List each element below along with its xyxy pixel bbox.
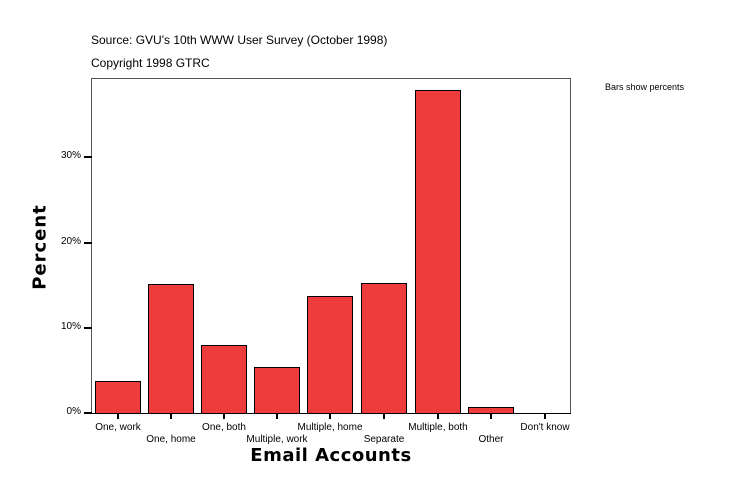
bar: [95, 381, 141, 414]
x-tick: [437, 413, 439, 419]
bar: [307, 296, 353, 414]
x-tick-label: One, both: [202, 422, 246, 433]
x-tick: [223, 413, 225, 419]
x-tick-label: Multiple, work: [246, 434, 308, 445]
y-tick-10: [84, 327, 92, 329]
chart-copyright-text: Copyright 1998 GTRC: [91, 56, 210, 70]
y-tick-label: 30%: [60, 150, 81, 161]
y-tick-label: 20%: [60, 236, 81, 247]
x-tick-label: Separate: [363, 434, 405, 445]
x-axis-title: Email Accounts: [250, 445, 412, 466]
bar: [361, 283, 407, 414]
x-tick-label: One, work: [95, 422, 141, 433]
y-tick-label: 10%: [60, 321, 81, 332]
x-tick-label: One, home: [146, 434, 196, 445]
y-tick-30: [84, 156, 92, 158]
x-tick-label: Other: [478, 434, 504, 445]
y-axis-title: Percent: [29, 204, 51, 290]
x-tick: [117, 413, 119, 419]
bar: [254, 367, 300, 414]
chart-annotation: Bars show percents: [605, 82, 685, 92]
bar: [415, 90, 461, 414]
y-tick-0: [84, 412, 92, 414]
plot-area: [91, 78, 571, 413]
x-tick-label: Multiple, home: [297, 422, 363, 433]
x-tick: [329, 413, 331, 419]
x-tick: [544, 413, 546, 419]
chart-source-text: Source: GVU's 10th WWW User Survey (Octo…: [91, 33, 388, 47]
x-tick-label: Multiple, both: [408, 422, 468, 433]
x-tick: [383, 413, 385, 419]
y-tick-label: 0%: [66, 406, 81, 417]
x-tick: [276, 413, 278, 419]
y-tick-20: [84, 242, 92, 244]
bar: [148, 284, 194, 414]
x-tick: [490, 413, 492, 419]
x-tick-label: Don't know: [520, 422, 570, 433]
x-tick: [170, 413, 172, 419]
bar: [201, 345, 247, 414]
